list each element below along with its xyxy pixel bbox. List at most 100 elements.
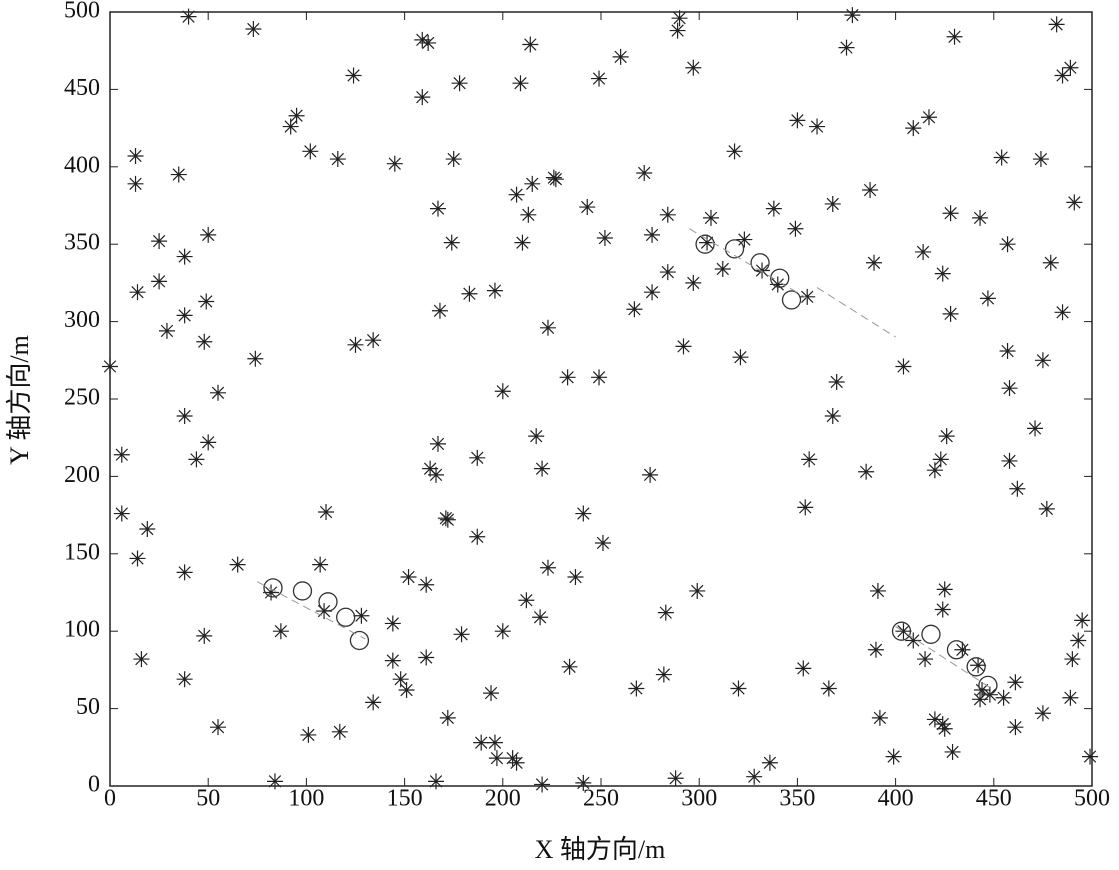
star-point — [917, 651, 934, 668]
star-point — [518, 592, 535, 609]
star-point — [129, 550, 146, 567]
y-tick-label: 200 — [64, 462, 100, 488]
star-point — [483, 685, 500, 702]
star-point — [302, 143, 319, 160]
star-point — [871, 709, 888, 726]
star-point — [824, 195, 841, 212]
star-point — [795, 660, 812, 677]
star-point — [113, 446, 130, 463]
star-point — [858, 463, 875, 480]
star-point — [972, 209, 989, 226]
star-point — [885, 748, 902, 765]
star-point — [461, 285, 478, 302]
y-tick-label: 250 — [64, 385, 100, 411]
star-point — [176, 564, 193, 581]
circle-point — [336, 607, 356, 627]
star-point — [263, 584, 280, 601]
star-point — [300, 726, 317, 743]
star-point — [176, 248, 193, 265]
star-point — [559, 369, 576, 386]
star-point — [528, 428, 545, 445]
star-point — [176, 408, 193, 425]
star-point — [1054, 304, 1071, 321]
star-point — [659, 264, 676, 281]
star-point — [626, 301, 643, 318]
star-point — [579, 199, 596, 216]
star-point — [316, 603, 333, 620]
star-point — [1082, 748, 1099, 765]
star-point — [347, 336, 364, 353]
star-point — [746, 768, 763, 785]
star-point — [282, 118, 299, 135]
trajectory-line — [257, 228, 995, 691]
star-point — [532, 609, 549, 626]
star-point — [999, 236, 1016, 253]
star-point — [229, 556, 246, 573]
star-point — [954, 641, 971, 658]
star-point — [514, 234, 531, 251]
star-point — [196, 333, 213, 350]
star-point — [926, 711, 943, 728]
circle-point — [946, 640, 967, 660]
star-point — [942, 205, 959, 222]
star-point — [938, 428, 955, 445]
star-point — [312, 556, 329, 573]
x-tick-label: 0 — [104, 786, 116, 812]
star-point — [418, 576, 435, 593]
star-point — [428, 466, 445, 483]
y-tick-label: 100 — [64, 617, 100, 643]
star-point — [151, 233, 168, 250]
star-point — [539, 319, 556, 336]
star-point — [272, 623, 289, 640]
star-point — [789, 112, 806, 129]
y-axis-title: Y 轴方向/m — [5, 335, 34, 465]
circle-point — [891, 621, 912, 641]
star-point — [522, 36, 539, 53]
star-point — [1064, 651, 1081, 668]
star-point — [644, 226, 661, 243]
star-point — [420, 34, 437, 51]
star-point — [699, 234, 716, 251]
star-point — [824, 408, 841, 425]
star-point — [1066, 194, 1083, 211]
y-tick-label: 50 — [76, 694, 100, 720]
y-tick-label: 350 — [64, 230, 100, 256]
star-point — [451, 75, 468, 92]
star-point — [809, 118, 826, 135]
star-point — [657, 604, 674, 621]
star-point — [429, 435, 446, 452]
circle-point — [770, 268, 790, 288]
circle-point — [263, 578, 283, 598]
star-point — [520, 206, 537, 223]
star-point — [736, 231, 753, 248]
star-point — [769, 276, 786, 293]
star-point — [591, 369, 608, 386]
star-point — [561, 658, 578, 675]
star-point — [671, 10, 688, 27]
plot-frame — [109, 11, 1093, 787]
star-point — [210, 384, 227, 401]
star-point — [429, 200, 446, 217]
star-point — [970, 657, 987, 674]
star-point — [974, 682, 991, 699]
star-point — [139, 521, 156, 538]
star-point — [934, 601, 951, 618]
star-point — [905, 120, 922, 137]
star-point — [486, 734, 503, 751]
star-point — [512, 75, 529, 92]
star-point — [547, 171, 564, 188]
star-point — [247, 350, 264, 367]
y-tick-label: 450 — [64, 75, 100, 101]
star-point — [488, 750, 505, 767]
star-point — [675, 338, 692, 355]
star-point — [534, 776, 551, 793]
star-point — [867, 641, 884, 658]
star-point — [102, 358, 118, 375]
star-point — [787, 220, 804, 237]
star-point — [765, 200, 782, 217]
star-point — [1032, 151, 1049, 168]
circle-point — [349, 630, 370, 651]
star-point — [732, 349, 749, 366]
star-point — [862, 182, 879, 199]
